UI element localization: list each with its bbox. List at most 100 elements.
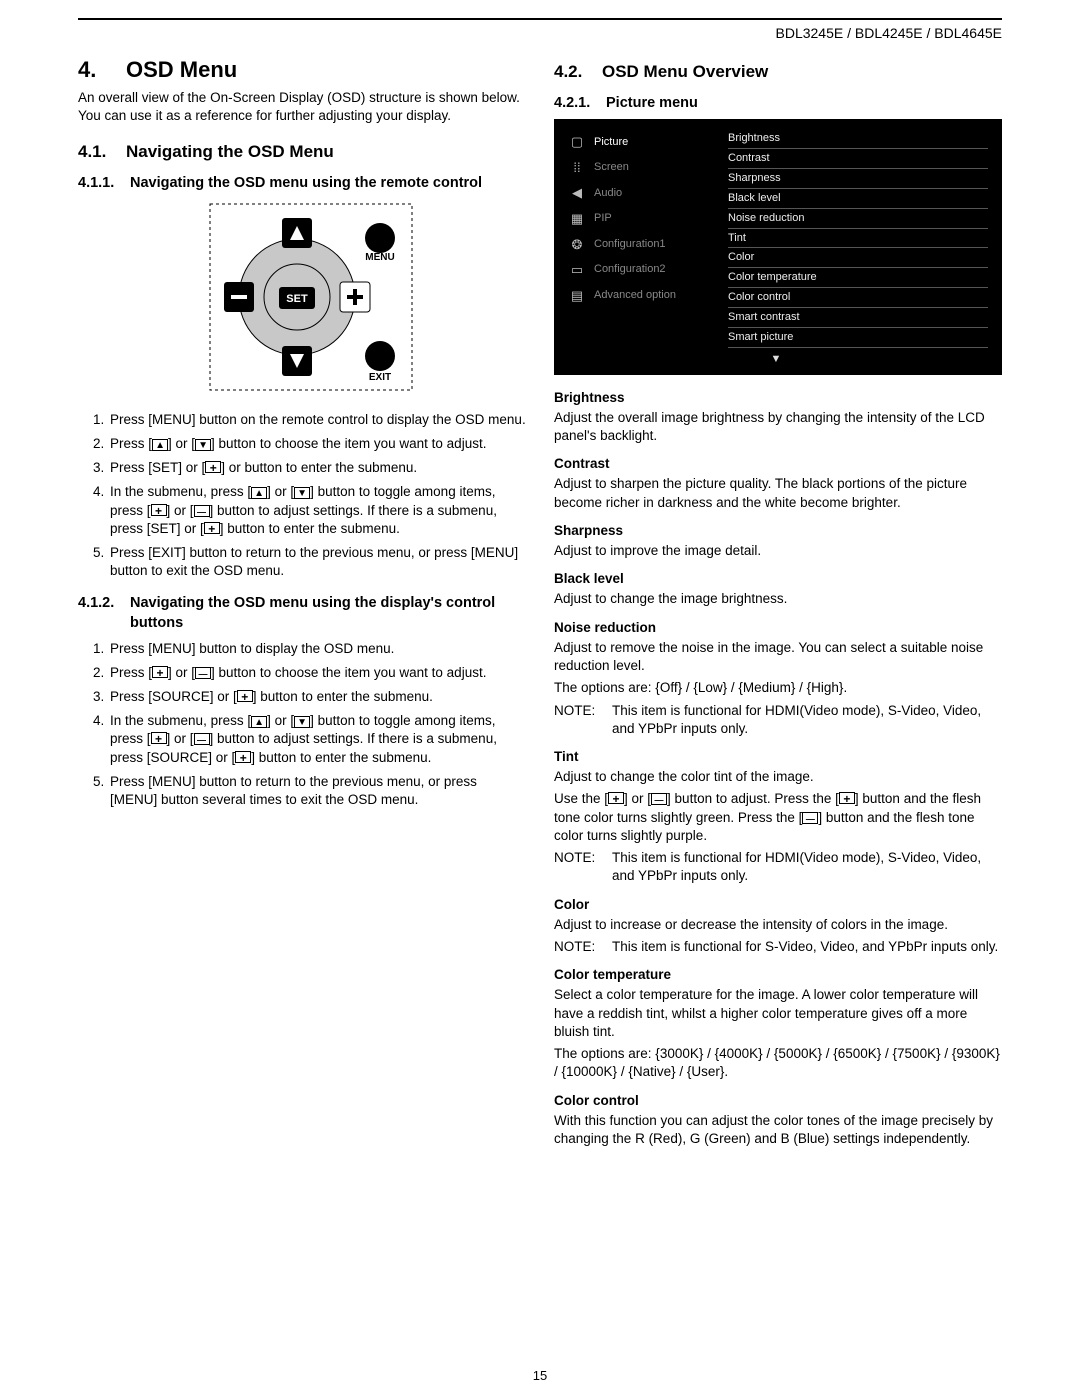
item-colorctrl-heading: Color control xyxy=(554,1092,1002,1110)
heading-4-2-num: 4.2. xyxy=(554,61,602,84)
item-noise-heading: Noise reduction xyxy=(554,619,1002,637)
heading-4-text: OSD Menu xyxy=(126,57,237,82)
heading-4-num: 4. xyxy=(78,55,126,85)
page-number: 15 xyxy=(0,1367,1080,1385)
heading-4-2: 4.2.OSD Menu Overview xyxy=(554,61,1002,84)
item-contrast-body: Adjust to sharpen the picture quality. T… xyxy=(554,475,1002,511)
item-brightness-heading: Brightness xyxy=(554,389,1002,407)
heading-4-1-text: Navigating the OSD Menu xyxy=(126,142,334,161)
svg-text:MENU: MENU xyxy=(365,252,394,263)
osd-screenshot: ▢ Picture ⁞⁞Screen ◀ Audio ▦ PIP ❂Configuration… xyxy=(554,119,1002,374)
steps-display-1: Press [MENU] button to display the OSD m… xyxy=(108,640,526,658)
steps-remote-5: Press [EXIT] button to return to the pre… xyxy=(108,544,526,580)
svg-text:EXIT: EXIT xyxy=(369,372,391,383)
note-text: This item is functional for HDMI(Video m… xyxy=(612,702,1002,738)
steps-display-5: Press [MENU] button to return to the pre… xyxy=(108,773,526,809)
item-brightness: Brightness Adjust the overall image brig… xyxy=(554,389,1002,446)
heading-4-1-2-text: Navigating the OSD menu using the displa… xyxy=(130,594,522,633)
heading-4: 4.OSD Menu xyxy=(78,55,526,85)
heading-4-2-1: 4.2.1.Picture menu xyxy=(554,94,1002,114)
steps-remote-3: Press [SET] or [] or button to enter the… xyxy=(108,459,526,477)
steps-remote: Press [MENU] button on the remote contro… xyxy=(78,411,526,581)
osd-category-icon: ▦ xyxy=(568,210,586,228)
osd-option: Noise reduction xyxy=(728,209,988,229)
item-tint-body2: Use the [] or [] button to adjust. Press… xyxy=(554,790,1002,845)
remote-svg: SET MENU EXIT xyxy=(182,202,422,392)
note-label: NOTE: xyxy=(554,849,602,885)
osd-category-label: Screen xyxy=(594,160,629,175)
osd-category: ▤Advanced option xyxy=(564,283,714,309)
item-tint: Tint Adjust to change the color tint of … xyxy=(554,748,1002,886)
steps-display-2: Press [] or [] button to choose the item… xyxy=(108,664,526,682)
steps-display: Press [MENU] button to display the OSD m… xyxy=(78,640,526,810)
item-color-body: Adjust to increase or decrease the inten… xyxy=(554,916,1002,934)
osd-category: ⁞⁞Screen xyxy=(564,155,714,181)
plus-icon xyxy=(235,751,251,763)
osd-category: ▢ Picture xyxy=(564,129,714,155)
osd-option: Tint xyxy=(728,229,988,249)
osd-option: Color temperature xyxy=(728,268,988,288)
osd-option: Color control xyxy=(728,288,988,308)
heading-4-1-num: 4.1. xyxy=(78,141,126,164)
osd-option: Smart contrast xyxy=(728,308,988,328)
item-tint-heading: Tint xyxy=(554,748,1002,766)
note-label: NOTE: xyxy=(554,702,602,738)
plus-icon xyxy=(151,732,167,744)
item-sharpness-body: Adjust to improve the image detail. xyxy=(554,542,1002,560)
osd-category-icon: ◀ xyxy=(568,184,586,202)
item-sharpness-heading: Sharpness xyxy=(554,522,1002,540)
heading-4-1-1-text: Navigating the OSD menu using the remote… xyxy=(130,174,522,194)
svg-text:SET: SET xyxy=(286,293,308,305)
osd-option: Smart picture xyxy=(728,328,988,348)
osd-option: Brightness xyxy=(728,129,988,149)
right-column: 4.2.OSD Menu Overview 4.2.1.Picture menu… xyxy=(554,55,1002,1158)
item-color-heading: Color xyxy=(554,896,1002,914)
item-noise-note: NOTE: This item is functional for HDMI(V… xyxy=(554,702,1002,738)
minus-icon xyxy=(651,793,667,805)
item-noise-options: The options are: {Off} / {Low} / {Medium… xyxy=(554,679,1002,697)
down-icon xyxy=(195,439,211,451)
plus-icon xyxy=(204,522,220,534)
note-text: This item is functional for HDMI(Video m… xyxy=(612,849,1002,885)
item-contrast-heading: Contrast xyxy=(554,455,1002,473)
heading-4-1-2: 4.1.2.Navigating the OSD menu using the … xyxy=(78,594,526,633)
plus-icon xyxy=(237,690,253,702)
heading-4-1-1-num: 4.1.1. xyxy=(78,174,130,194)
osd-option: Sharpness xyxy=(728,169,988,189)
item-noise-body: Adjust to remove the noise in the image.… xyxy=(554,639,1002,675)
minus-icon xyxy=(802,812,818,824)
osd-category: ▭Configuration2 xyxy=(564,257,714,283)
item-sharpness: Sharpness Adjust to improve the image de… xyxy=(554,522,1002,560)
osd-category-icon: ▢ xyxy=(568,133,586,151)
steps-display-3: Press [SOURCE] or [] button to enter the… xyxy=(108,688,526,706)
item-brightness-body: Adjust the overall image brightness by c… xyxy=(554,409,1002,445)
osd-category: ❂Configuration1 xyxy=(564,232,714,258)
plus-icon xyxy=(152,666,168,678)
up-icon xyxy=(152,439,168,451)
note-text: This item is functional for S-Video, Vid… xyxy=(612,938,998,956)
down-icon xyxy=(294,716,310,728)
osd-option: Contrast xyxy=(728,149,988,169)
item-black-level-body: Adjust to change the image brightness. xyxy=(554,590,1002,608)
note-label: NOTE: xyxy=(554,938,602,956)
heading-4-2-1-text: Picture menu xyxy=(606,94,998,114)
osd-option: Color xyxy=(728,248,988,268)
steps-remote-4: In the submenu, press [] or [] button to… xyxy=(108,483,526,538)
item-contrast: Contrast Adjust to sharpen the picture q… xyxy=(554,455,1002,512)
minus-icon xyxy=(194,733,210,745)
item-colortemp-options: The options are: {3000K} / {4000K} / {50… xyxy=(554,1045,1002,1081)
plus-icon xyxy=(608,792,624,804)
osd-category-label: Audio xyxy=(594,186,622,201)
heading-4-1: 4.1.Navigating the OSD Menu xyxy=(78,141,526,164)
osd-category-label: Configuration1 xyxy=(594,237,666,252)
up-icon xyxy=(251,716,267,728)
item-black-level: Black level Adjust to change the image b… xyxy=(554,570,1002,608)
remote-diagram: SET MENU EXIT xyxy=(78,202,526,397)
item-color-note: NOTE: This item is functional for S-Vide… xyxy=(554,938,1002,956)
up-icon xyxy=(251,487,267,499)
left-column: 4.OSD Menu An overall view of the On-Scr… xyxy=(78,55,526,1158)
osd-category-label: PIP xyxy=(594,211,612,226)
osd-category-label: Picture xyxy=(594,135,628,150)
top-rule xyxy=(78,18,1002,20)
minus-icon xyxy=(195,667,211,679)
